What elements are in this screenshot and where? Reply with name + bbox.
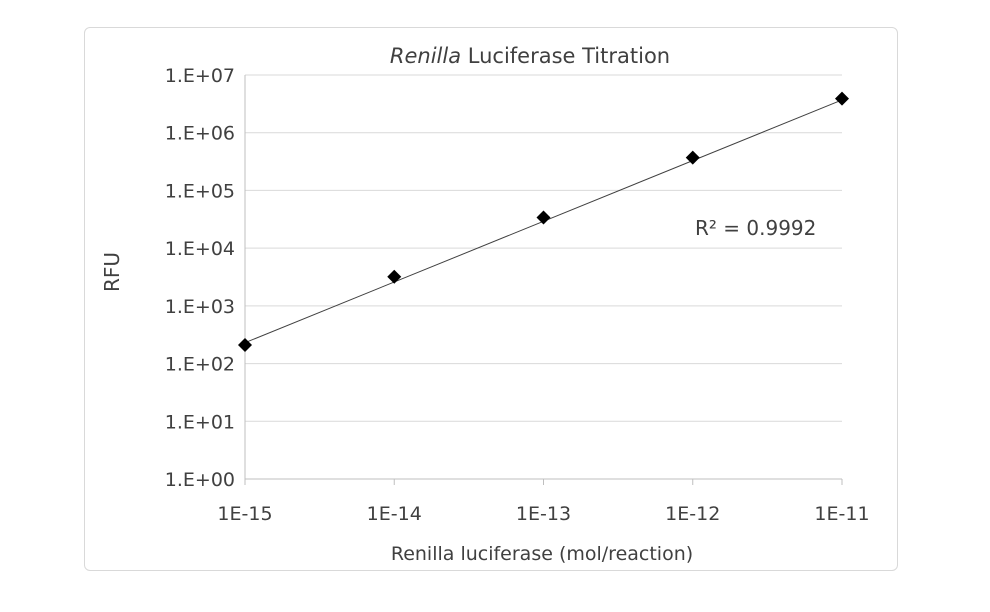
grid-layer <box>245 74 842 422</box>
data-point-marker <box>685 150 700 165</box>
y-tick-label: 1.E+05 <box>165 180 235 202</box>
x-tick-label: 1E-14 <box>367 503 422 525</box>
data-point-marker <box>387 269 402 284</box>
x-axis-label: Renilla luciferase (mol/reaction) <box>391 543 693 565</box>
y-tick-label: 1.E+01 <box>165 411 235 433</box>
r-squared-annotation: R² = 0.9992 <box>695 216 816 240</box>
y-tick-label: 1.E+04 <box>165 238 235 260</box>
y-tick-label: 1.E+07 <box>165 65 235 87</box>
data-point-marker <box>536 210 551 225</box>
marker-layer <box>238 91 849 352</box>
chart-title-italic: Renilla <box>390 44 461 68</box>
y-tick-label: 1.E+00 <box>165 469 235 491</box>
chart-title: Renilla Luciferase Titration <box>390 44 670 68</box>
x-tick-label: 1E-12 <box>665 503 720 525</box>
data-point-marker <box>835 91 849 106</box>
chart-frame: Renilla Luciferase Titration 1.E+00 1.E+0… <box>84 27 898 571</box>
y-axis-label: RFU <box>100 252 124 292</box>
y-tick-label: 1.E+02 <box>165 354 235 376</box>
data-point-marker <box>238 337 252 352</box>
chart-svg: Renilla Luciferase Titration 1.E+001.E+0… <box>100 44 870 565</box>
x-tick-label: 1E-15 <box>217 503 272 525</box>
axis-layer: 1.E+00 1.E+01 1.E+02 1.E+03 1.E+04 1.E+05 1.E+… <box>165 65 870 525</box>
x-tick-label: 1E-11 <box>814 503 869 525</box>
y-tick-label: 1.E+03 <box>165 296 235 318</box>
chart-title-rest: Luciferase Titration <box>461 44 670 68</box>
x-tick-label: 1E-13 <box>516 503 571 525</box>
y-tick-label: 1.E+06 <box>165 123 235 145</box>
